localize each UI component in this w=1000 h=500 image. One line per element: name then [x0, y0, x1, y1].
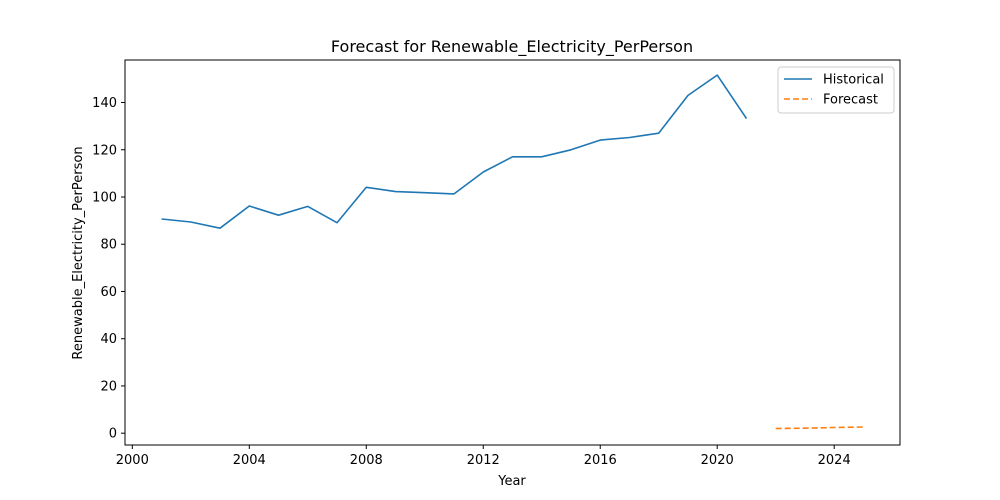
x-tick-label: 2008 — [350, 453, 383, 468]
series-line-forecast — [775, 426, 864, 430]
y-tick-label: 40 — [100, 332, 117, 347]
y-tick-label: 60 — [100, 285, 117, 300]
x-tick-label: 2016 — [584, 453, 617, 468]
y-tick-label: 20 — [100, 379, 117, 394]
y-axis-label: Renewable_Electricity_PerPerson — [71, 146, 86, 359]
y-tick-label: 80 — [100, 238, 117, 253]
series-layer — [161, 74, 864, 430]
y-tick-label: 100 — [92, 190, 117, 205]
y-tick-label: 140 — [92, 96, 117, 111]
x-tick-label: 2012 — [467, 453, 500, 468]
x-tick-label: 2020 — [701, 453, 734, 468]
x-tick-label: 2024 — [818, 453, 851, 468]
y-tick-label: 120 — [92, 143, 117, 158]
plot-area-frame — [124, 59, 901, 446]
x-axis: 2000 2004 2008 2012 2016 2020 2024 — [116, 445, 851, 468]
chart-title: Forecast for Renewable_Electricity_PerPe… — [331, 37, 693, 57]
y-tick-label: 0 — [109, 427, 117, 442]
x-axis-label: Year — [497, 474, 526, 489]
legend-label-forecast: Forecast — [823, 93, 878, 108]
series-line-historical — [161, 74, 748, 229]
legend-label-historical: Historical — [823, 73, 884, 88]
x-tick-label: 2004 — [233, 453, 266, 468]
legend: Historical Forecast — [777, 66, 895, 114]
y-axis: 0 20 40 60 80 100 120 140 — [92, 96, 125, 442]
x-tick-label: 2000 — [116, 453, 149, 468]
